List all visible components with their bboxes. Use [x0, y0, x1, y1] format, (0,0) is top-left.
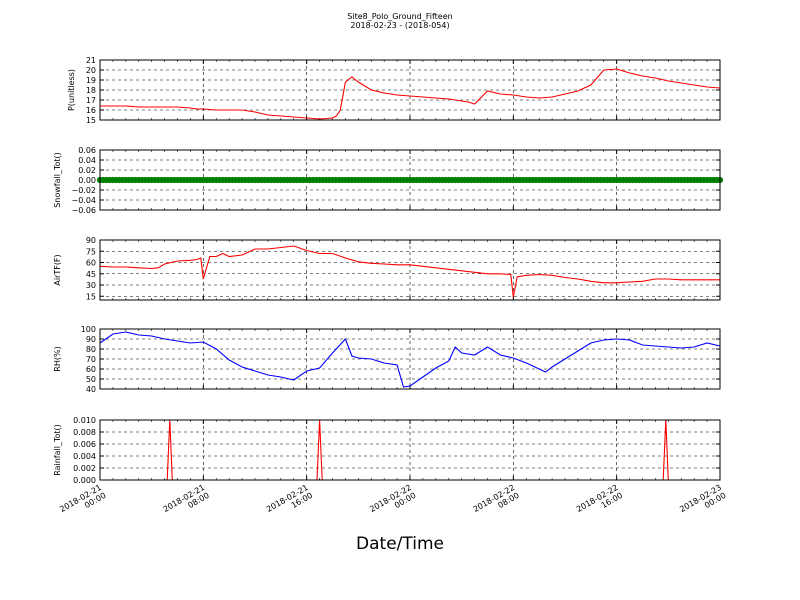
y-tick-label: 0.04 — [78, 156, 96, 165]
chart-subtitle: 2018-02-23 - (2018-054) — [350, 21, 450, 30]
x-tick-label: 2018-02-2100:00 — [58, 483, 107, 522]
y-axis-label: Snowfall_Tot() — [53, 152, 62, 208]
x-tick-label: 2018-02-2200:00 — [368, 483, 417, 522]
y-tick-label: 0.000 — [73, 476, 96, 485]
y-tick-label: 0.02 — [78, 166, 96, 175]
y-tick-label: 19 — [86, 76, 96, 85]
x-tick-label: 2018-02-2116:00 — [265, 483, 314, 522]
y-tick-label: 0.010 — [73, 416, 96, 425]
y-tick-label: 60 — [86, 259, 96, 268]
axes-frame — [99, 239, 721, 301]
y-tick-label: 0.06 — [78, 146, 96, 155]
axes-frame — [99, 59, 721, 121]
y-tick-label: 45 — [86, 270, 96, 279]
y-axis-label: P(unitless) — [67, 69, 76, 111]
x-tick-label: 2018-02-2300:00 — [678, 483, 727, 522]
y-tick-label: 16 — [86, 106, 96, 115]
y-tick-label: 30 — [86, 281, 96, 290]
y-axis-label: RH(%) — [53, 346, 62, 371]
y-tick-label: 21 — [86, 56, 96, 65]
y-tick-label: 90 — [86, 236, 96, 245]
y-tick-label: 18 — [86, 86, 96, 95]
x-tick-label: 2018-02-2108:00 — [162, 483, 211, 522]
x-tick-label: 2018-02-2216:00 — [575, 483, 624, 522]
y-tick-label: 80 — [86, 345, 96, 354]
y-tick-label: 100 — [81, 325, 96, 334]
series-line — [99, 331, 721, 388]
y-tick-label: 0.004 — [73, 452, 96, 461]
y-tick-label: −0.02 — [71, 186, 96, 195]
y-tick-label: 0.00 — [78, 176, 96, 185]
y-tick-label: 17 — [86, 96, 96, 105]
y-axis-label: AirTF(F) — [53, 254, 62, 285]
axes-frame — [99, 419, 721, 481]
y-tick-label: 60 — [86, 365, 96, 374]
axes-frame — [99, 149, 721, 211]
y-tick-label: 15 — [86, 292, 96, 301]
series-line — [99, 245, 720, 298]
y-axis-label: Rainfall_Tot() — [53, 424, 62, 476]
y-tick-label: 0.008 — [73, 428, 96, 437]
series-line — [100, 68, 721, 120]
y-tick-label: 75 — [86, 247, 96, 256]
x-axis-label: Date/Time — [356, 534, 444, 554]
y-tick-label: 0.002 — [73, 464, 96, 473]
chart-title: Site8_Polo_Ground_Fifteen — [347, 12, 453, 21]
x-tick-label: 2018-02-2208:00 — [472, 483, 521, 522]
y-tick-label: −0.06 — [71, 206, 96, 215]
y-tick-label: 15 — [86, 116, 96, 125]
axes-frame — [99, 328, 721, 390]
y-tick-label: −0.04 — [71, 196, 96, 205]
y-tick-label: 50 — [86, 375, 96, 384]
y-tick-label: 90 — [86, 335, 96, 344]
y-tick-label: 70 — [86, 355, 96, 364]
y-tick-label: 40 — [86, 385, 96, 394]
y-tick-label: 0.006 — [73, 440, 96, 449]
y-tick-label: 20 — [86, 66, 96, 75]
